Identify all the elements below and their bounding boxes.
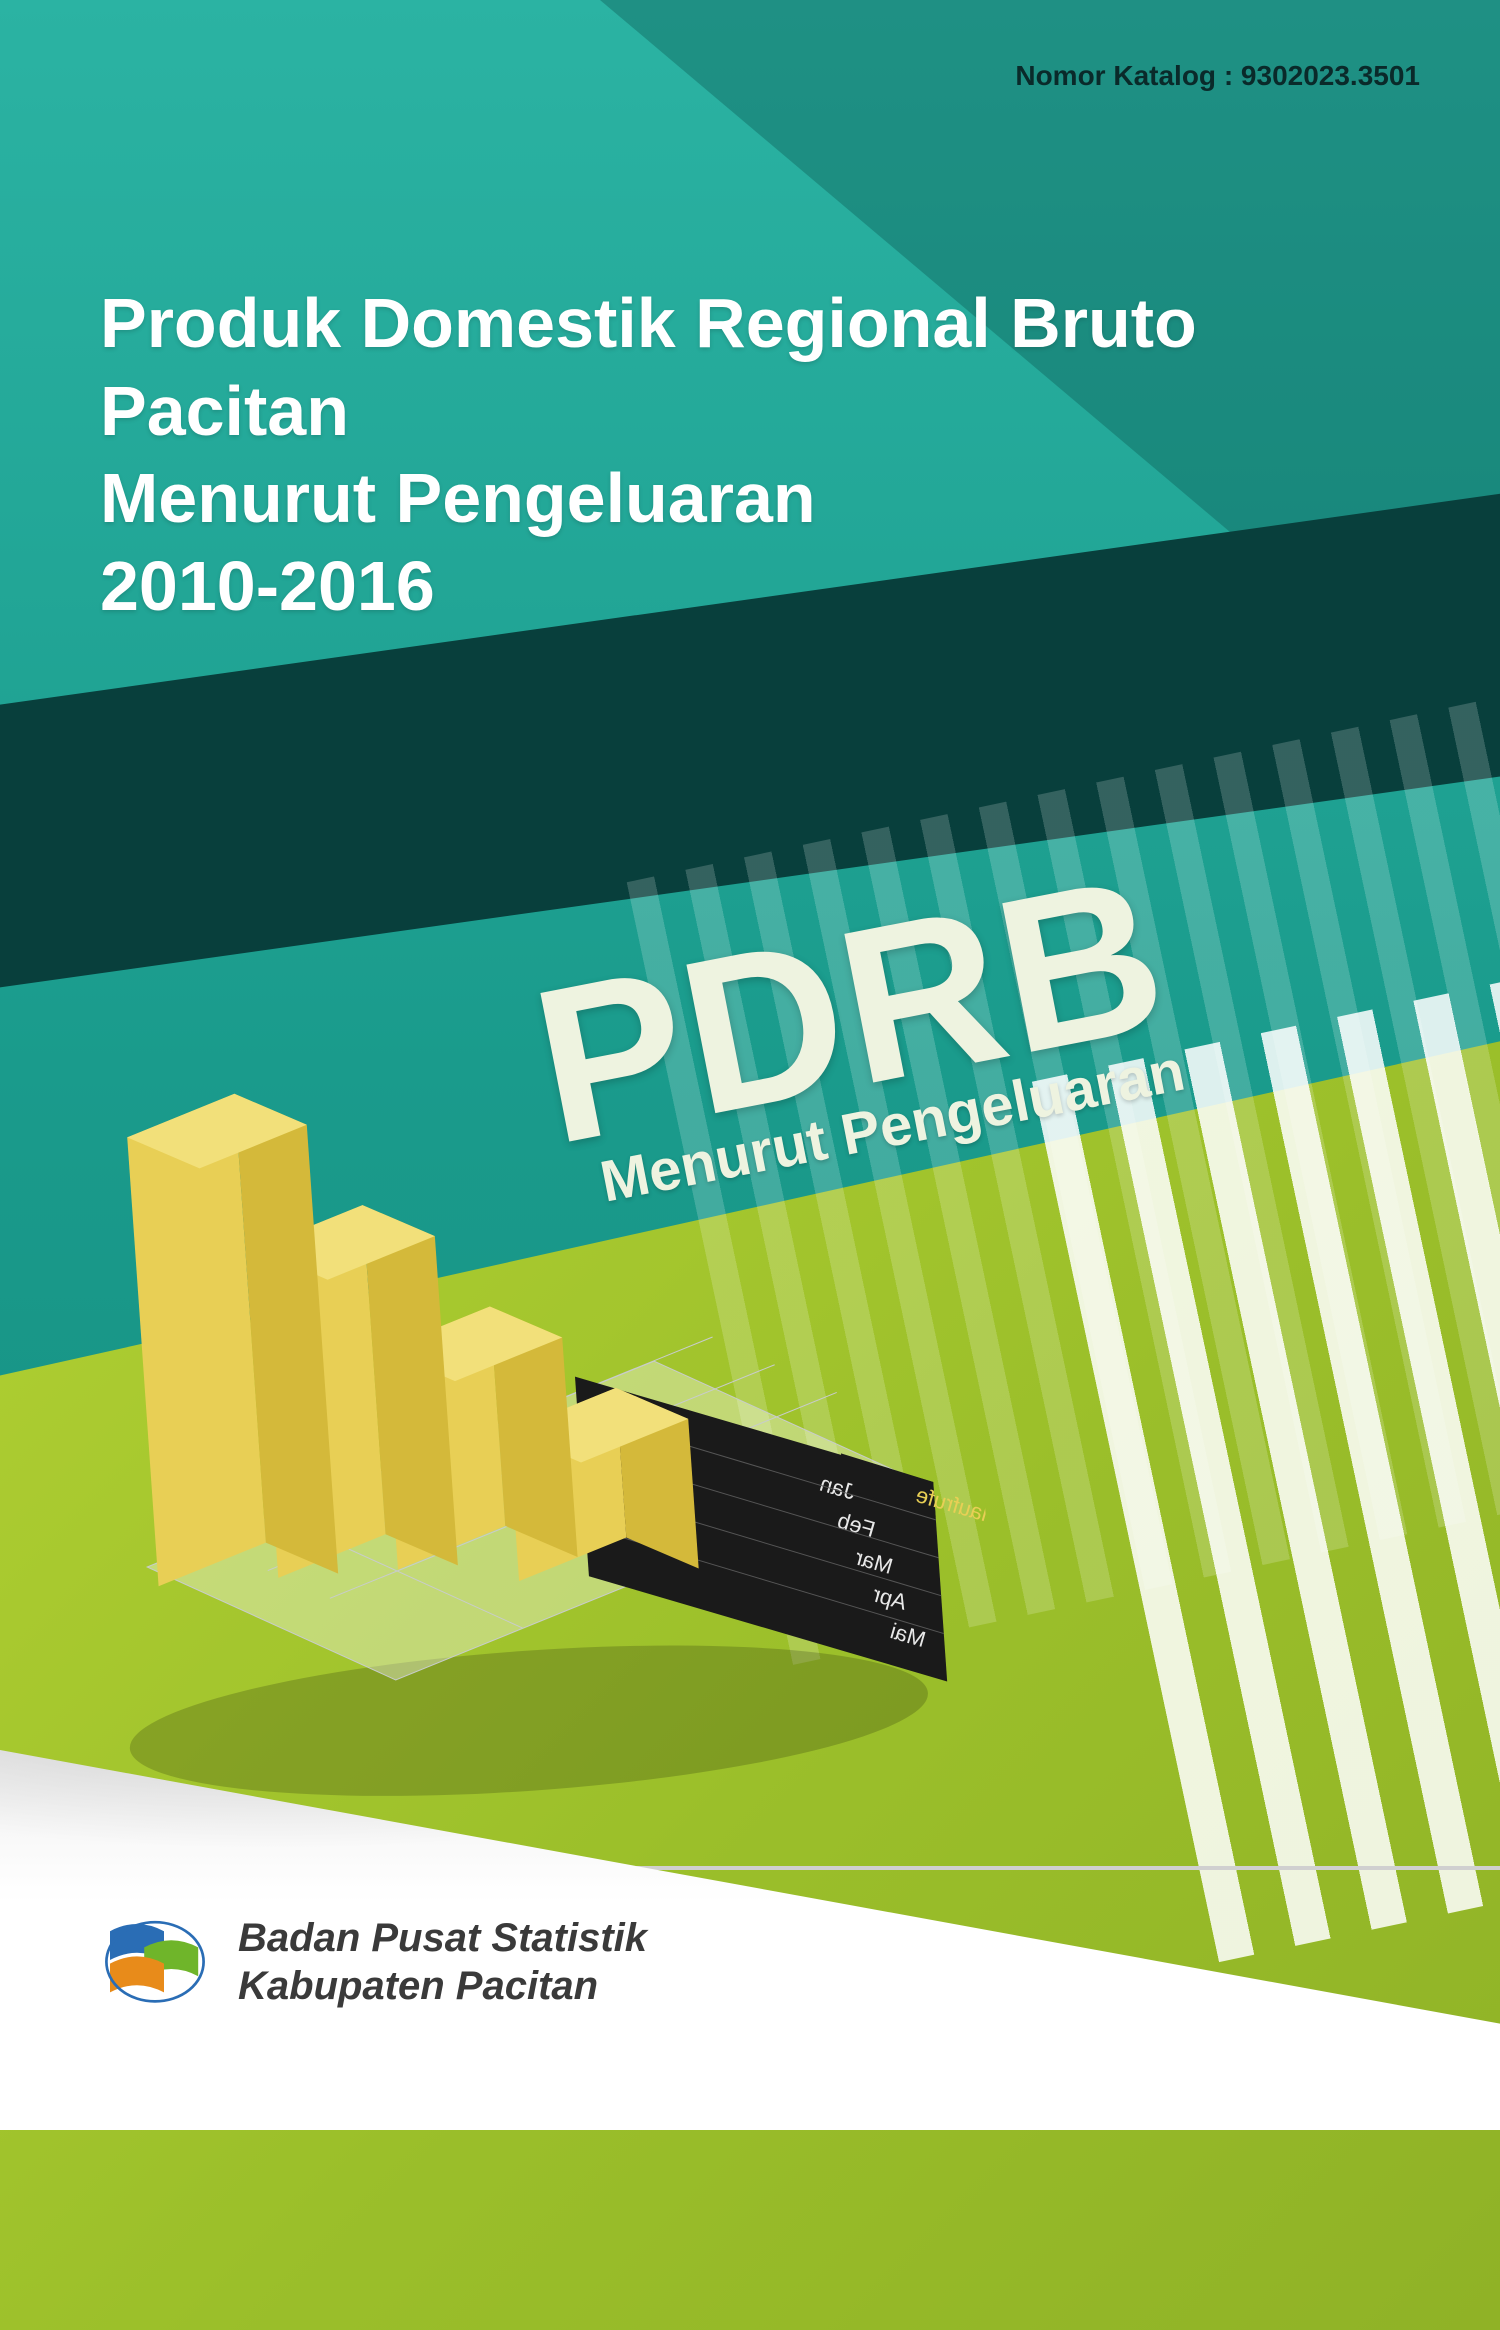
bps-logo-icon	[100, 1915, 210, 2010]
organization-name: Badan Pusat Statistik Kabupaten Pacitan	[238, 1914, 647, 2010]
org-line-2: Kabupaten Pacitan	[238, 1962, 647, 2010]
cover-page: Nomor Katalog : 9302023.3501 Produk Dome…	[0, 0, 1500, 2130]
org-line-1: Badan Pusat Statistik	[238, 1914, 647, 1962]
title-line-2: Pacitan	[100, 368, 1197, 456]
title-line-3: Menurut Pengeluaran	[100, 455, 1197, 543]
catalog-label: Nomor Katalog :	[1015, 60, 1233, 91]
title-line-4: 2010-2016	[100, 543, 1197, 631]
bar-1	[125, 1089, 338, 1586]
catalog-value: 9302023.3501	[1241, 60, 1420, 91]
main-title: Produk Domestik Regional Bruto Pacitan M…	[100, 280, 1197, 630]
title-line-1: Produk Domestik Regional Bruto	[100, 280, 1197, 368]
catalog-number: Nomor Katalog : 9302023.3501	[1015, 60, 1420, 92]
organization-block: Badan Pusat Statistik Kabupaten Pacitan	[100, 1914, 647, 2010]
